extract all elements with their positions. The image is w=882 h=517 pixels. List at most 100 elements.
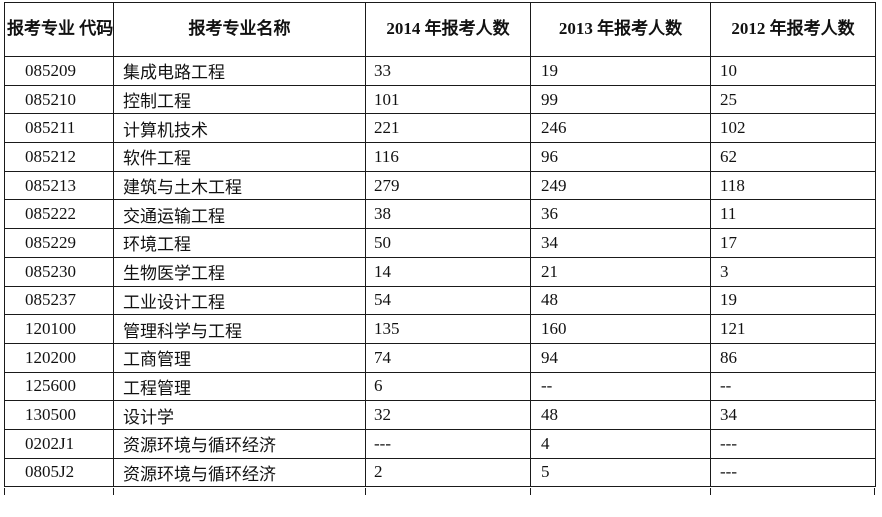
- border-stub: [874, 488, 875, 495]
- cell-applicants-2012: --: [710, 371, 876, 402]
- header-row: 报考专业 代码 报考专业名称 2014 年报考人数 2013 年报考人数 201…: [4, 2, 876, 57]
- cell-applicants-2014: 33: [365, 56, 531, 86]
- table-row: 0202J1 资源环境与循环经济 --- 4 ---: [4, 428, 876, 459]
- cell-applicants-2013: 19: [530, 56, 711, 86]
- table-row: 085213 建筑与土木工程 279 249 118: [4, 170, 876, 201]
- cell-major-code: 085211: [4, 113, 114, 144]
- border-stub: [4, 488, 5, 495]
- cell-applicants-2014: 116: [365, 142, 531, 172]
- cell-applicants-2014: 38: [365, 199, 531, 230]
- cell-major-name: 交通运输工程: [113, 199, 366, 230]
- cell-major-code: 085230: [4, 256, 114, 287]
- cell-major-code: 085212: [4, 142, 114, 172]
- border-stub: [710, 488, 711, 495]
- cell-applicants-2014: 2: [365, 457, 531, 488]
- cell-applicants-2014: 221: [365, 113, 531, 144]
- cell-applicants-2013: 21: [530, 256, 711, 287]
- cell-major-name: 软件工程: [113, 142, 366, 172]
- table-row: 085222 交通运输工程 38 36 11: [4, 199, 876, 230]
- table-row: 120100 管理科学与工程 135 160 121: [4, 314, 876, 344]
- cell-major-code: 125600: [4, 371, 114, 402]
- cell-major-code: 0202J1: [4, 428, 114, 459]
- header-applicants-2014: 2014 年报考人数: [365, 2, 531, 57]
- cell-applicants-2014: ---: [365, 428, 531, 459]
- cell-applicants-2013: 36: [530, 199, 711, 230]
- cell-applicants-2014: 135: [365, 314, 531, 344]
- cell-applicants-2014: 74: [365, 342, 531, 373]
- cell-applicants-2013: 96: [530, 142, 711, 172]
- cell-major-name: 集成电路工程: [113, 56, 366, 86]
- table-row: 085211 计算机技术 221 246 102: [4, 113, 876, 144]
- cell-major-name: 资源环境与循环经济: [113, 457, 366, 488]
- cell-major-name: 环境工程: [113, 228, 366, 258]
- cell-applicants-2013: 99: [530, 84, 711, 115]
- cell-major-name: 控制工程: [113, 84, 366, 115]
- cell-applicants-2012: 62: [710, 142, 876, 172]
- border-stub: [113, 488, 114, 495]
- cell-major-name: 资源环境与循环经济: [113, 428, 366, 459]
- table-row: 125600 工程管理 6 -- --: [4, 371, 876, 402]
- cell-applicants-2013: 34: [530, 228, 711, 258]
- table-body: 085209 集成电路工程 33 19 10 085210 控制工程 101 99 25 08521…: [4, 56, 876, 488]
- cell-major-name: 建筑与土木工程: [113, 170, 366, 201]
- cell-applicants-2013: 94: [530, 342, 711, 373]
- cell-applicants-2014: 6: [365, 371, 531, 402]
- cell-major-name: 工业设计工程: [113, 285, 366, 316]
- cell-applicants-2013: 5: [530, 457, 711, 488]
- cell-major-code: 085209: [4, 56, 114, 86]
- header-applicants-2012: 2012 年报考人数: [710, 2, 876, 57]
- header-major-code: 报考专业 代码: [4, 2, 114, 57]
- cell-applicants-2012: 3: [710, 256, 876, 287]
- cell-applicants-2013: 249: [530, 170, 711, 201]
- cell-major-code: 120200: [4, 342, 114, 373]
- cell-applicants-2014: 54: [365, 285, 531, 316]
- cell-major-name: 计算机技术: [113, 113, 366, 144]
- border-stub: [365, 488, 366, 495]
- cell-applicants-2012: 11: [710, 199, 876, 230]
- cell-major-code: 085237: [4, 285, 114, 316]
- cell-major-code: 0805J2: [4, 457, 114, 488]
- cell-applicants-2012: 34: [710, 400, 876, 430]
- table-row: 085212 软件工程 116 96 62: [4, 142, 876, 172]
- cell-applicants-2012: ---: [710, 457, 876, 488]
- cell-applicants-2012: ---: [710, 428, 876, 459]
- cell-applicants-2012: 19: [710, 285, 876, 316]
- cell-applicants-2014: 101: [365, 84, 531, 115]
- header-major-name: 报考专业名称: [113, 2, 366, 57]
- cell-applicants-2013: 160: [530, 314, 711, 344]
- cell-major-code: 085222: [4, 199, 114, 230]
- cell-applicants-2013: 246: [530, 113, 711, 144]
- cell-applicants-2012: 118: [710, 170, 876, 201]
- cell-applicants-2012: 121: [710, 314, 876, 344]
- table-row: 120200 工商管理 74 94 86: [4, 342, 876, 373]
- cell-applicants-2014: 32: [365, 400, 531, 430]
- table-row: 085209 集成电路工程 33 19 10: [4, 56, 876, 86]
- cell-major-code: 120100: [4, 314, 114, 344]
- cell-applicants-2012: 10: [710, 56, 876, 86]
- cell-applicants-2013: 48: [530, 400, 711, 430]
- applicants-by-major-table: 报考专业 代码 报考专业名称 2014 年报考人数 2013 年报考人数 201…: [4, 2, 876, 488]
- table-row: 085237 工业设计工程 54 48 19: [4, 285, 876, 316]
- cell-major-code: 085210: [4, 84, 114, 115]
- cell-applicants-2012: 25: [710, 84, 876, 115]
- cell-major-name: 工程管理: [113, 371, 366, 402]
- cell-major-name: 工商管理: [113, 342, 366, 373]
- cell-major-name: 设计学: [113, 400, 366, 430]
- cell-applicants-2013: 4: [530, 428, 711, 459]
- cell-applicants-2014: 50: [365, 228, 531, 258]
- cell-major-code: 085229: [4, 228, 114, 258]
- table-row: 085229 环境工程 50 34 17: [4, 228, 876, 258]
- table-row: 085210 控制工程 101 99 25: [4, 84, 876, 115]
- border-stub: [530, 488, 531, 495]
- cell-applicants-2014: 279: [365, 170, 531, 201]
- cell-applicants-2012: 102: [710, 113, 876, 144]
- cell-major-code: 130500: [4, 400, 114, 430]
- cell-applicants-2013: --: [530, 371, 711, 402]
- cell-major-name: 生物医学工程: [113, 256, 366, 287]
- cell-applicants-2013: 48: [530, 285, 711, 316]
- table-row: 0805J2 资源环境与循环经济 2 5 ---: [4, 457, 876, 488]
- table-row: 130500 设计学 32 48 34: [4, 400, 876, 430]
- header-applicants-2013: 2013 年报考人数: [530, 2, 711, 57]
- cell-major-name: 管理科学与工程: [113, 314, 366, 344]
